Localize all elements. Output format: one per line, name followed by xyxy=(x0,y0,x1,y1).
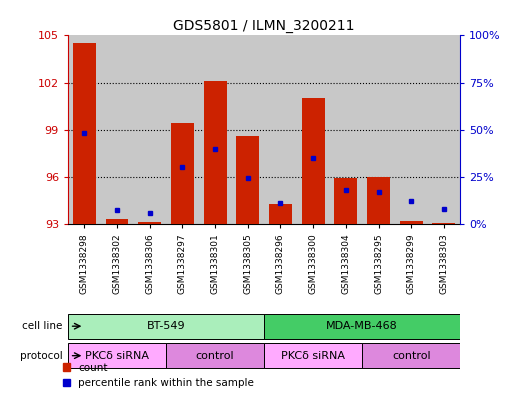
Bar xyxy=(297,35,329,224)
Bar xyxy=(395,35,428,224)
Text: control: control xyxy=(196,351,234,361)
FancyBboxPatch shape xyxy=(68,343,166,368)
Bar xyxy=(367,177,390,224)
Legend: count, percentile rank within the sample: count, percentile rank within the sample xyxy=(63,363,254,388)
Bar xyxy=(73,43,96,224)
Bar xyxy=(236,136,259,224)
Bar xyxy=(166,35,199,224)
Text: control: control xyxy=(392,351,430,361)
Bar xyxy=(302,98,325,224)
Bar xyxy=(433,223,456,224)
Text: MDA-MB-468: MDA-MB-468 xyxy=(326,321,398,331)
Bar xyxy=(106,219,129,224)
Text: BT-549: BT-549 xyxy=(147,321,185,331)
FancyBboxPatch shape xyxy=(166,343,264,368)
Bar xyxy=(269,204,292,224)
Text: PKCδ siRNA: PKCδ siRNA xyxy=(85,351,149,361)
Bar xyxy=(171,123,194,224)
Text: protocol: protocol xyxy=(20,351,63,361)
Bar xyxy=(138,222,161,224)
Bar xyxy=(400,221,423,224)
Bar xyxy=(334,178,357,224)
FancyBboxPatch shape xyxy=(68,314,264,338)
Bar xyxy=(231,35,264,224)
Bar xyxy=(264,35,297,224)
Title: GDS5801 / ILMN_3200211: GDS5801 / ILMN_3200211 xyxy=(173,19,355,33)
FancyBboxPatch shape xyxy=(264,343,362,368)
Bar xyxy=(199,35,231,224)
Bar xyxy=(100,35,133,224)
Bar xyxy=(203,81,226,224)
Bar xyxy=(362,35,395,224)
FancyBboxPatch shape xyxy=(264,314,460,338)
FancyBboxPatch shape xyxy=(362,343,460,368)
Bar xyxy=(133,35,166,224)
Text: PKCδ siRNA: PKCδ siRNA xyxy=(281,351,345,361)
Bar xyxy=(329,35,362,224)
Text: cell line: cell line xyxy=(22,321,63,331)
Bar xyxy=(68,35,100,224)
Bar xyxy=(428,35,460,224)
